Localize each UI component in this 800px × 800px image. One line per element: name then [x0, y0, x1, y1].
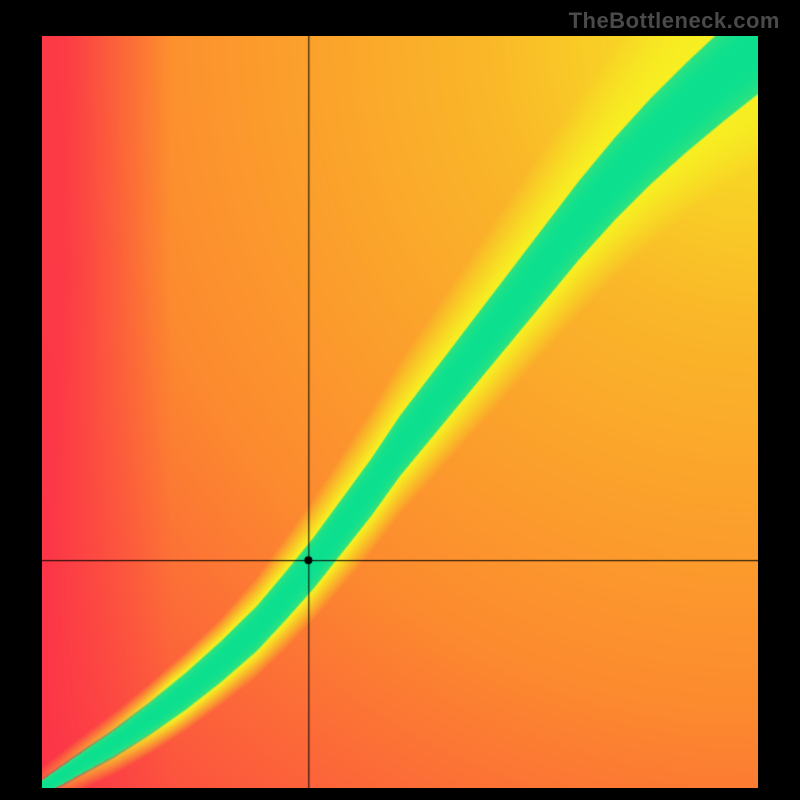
heatmap-canvas — [42, 36, 758, 788]
heatmap-plot — [42, 36, 758, 788]
attribution-text: TheBottleneck.com — [569, 8, 780, 34]
chart-frame: TheBottleneck.com — [0, 0, 800, 800]
